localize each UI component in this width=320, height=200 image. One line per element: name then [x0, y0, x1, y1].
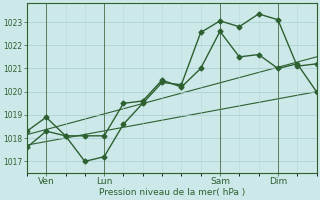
X-axis label: Pression niveau de la mer( hPa ): Pression niveau de la mer( hPa ) [99, 188, 245, 197]
